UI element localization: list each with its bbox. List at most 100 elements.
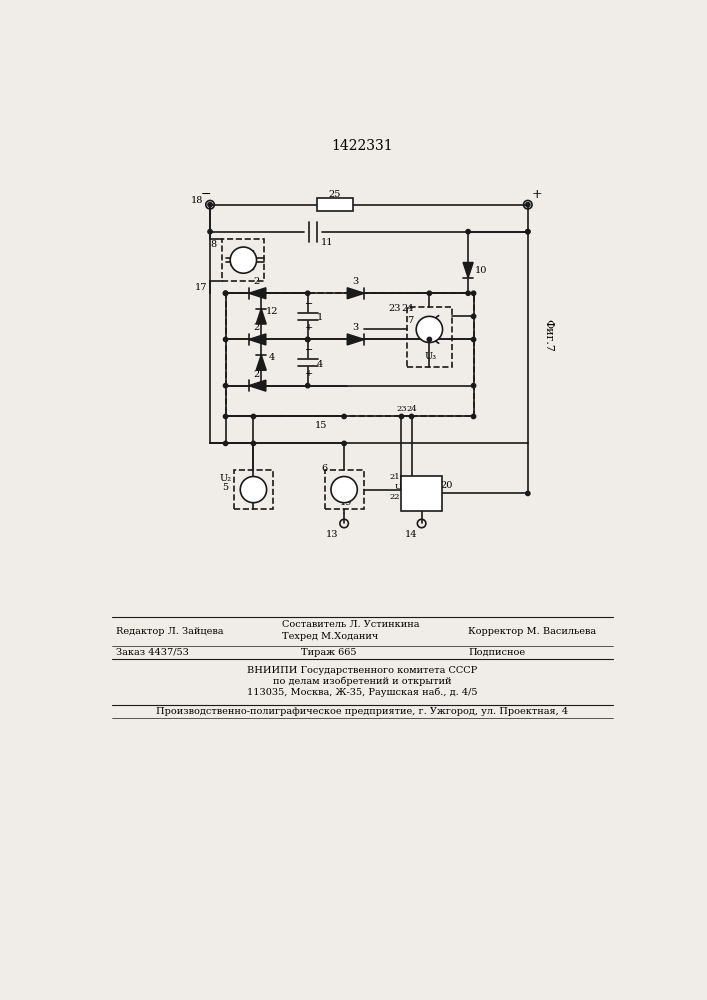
Text: 5: 5 xyxy=(223,483,228,492)
Text: Тираж 665: Тираж 665 xyxy=(301,648,356,657)
Text: 21: 21 xyxy=(389,473,400,481)
Circle shape xyxy=(223,337,228,342)
Polygon shape xyxy=(256,355,267,370)
Text: 18: 18 xyxy=(191,196,203,205)
Text: 14: 14 xyxy=(404,530,417,539)
Text: U₃: U₃ xyxy=(425,352,437,361)
Text: 1: 1 xyxy=(317,313,323,322)
Bar xyxy=(226,293,474,416)
Text: +: + xyxy=(532,188,542,201)
Circle shape xyxy=(427,337,431,342)
Text: −: − xyxy=(201,188,211,201)
Text: U₂: U₂ xyxy=(220,474,232,483)
Bar xyxy=(407,307,452,367)
Text: 24: 24 xyxy=(407,405,417,413)
Text: +: + xyxy=(305,369,313,378)
Polygon shape xyxy=(256,309,267,324)
Circle shape xyxy=(305,337,310,342)
Text: 13: 13 xyxy=(326,530,339,539)
Circle shape xyxy=(525,229,530,234)
Text: 23: 23 xyxy=(396,405,407,413)
Circle shape xyxy=(240,477,267,503)
Text: 2: 2 xyxy=(253,370,259,379)
Bar xyxy=(234,470,273,509)
Text: 113035, Москва, Ж-35, Раушская наб., д. 4/5: 113035, Москва, Ж-35, Раушская наб., д. … xyxy=(247,687,477,697)
Circle shape xyxy=(259,337,264,342)
Text: 4: 4 xyxy=(269,353,275,362)
Text: +: + xyxy=(305,323,313,332)
Text: Техред М.Ходанич: Техред М.Ходанич xyxy=(282,632,378,641)
Text: ВНИИПИ Государственного комитета СССР: ВНИИПИ Государственного комитета СССР xyxy=(247,666,477,675)
Text: 20: 20 xyxy=(440,481,452,490)
Text: 3: 3 xyxy=(352,277,358,286)
Text: Фиг.7: Фиг.7 xyxy=(543,319,553,352)
Circle shape xyxy=(342,414,346,419)
Circle shape xyxy=(525,203,530,207)
Circle shape xyxy=(223,383,228,388)
Circle shape xyxy=(208,203,212,207)
Circle shape xyxy=(331,477,357,503)
Bar xyxy=(325,470,363,509)
Circle shape xyxy=(251,441,256,446)
Text: 17: 17 xyxy=(194,283,207,292)
Circle shape xyxy=(223,441,228,446)
Text: Корректор М. Васильева: Корректор М. Васильева xyxy=(468,627,596,636)
Bar xyxy=(223,239,264,281)
Circle shape xyxy=(427,291,431,295)
Circle shape xyxy=(342,441,346,446)
Text: 1422331: 1422331 xyxy=(331,139,393,153)
Circle shape xyxy=(466,229,470,234)
Circle shape xyxy=(472,314,476,319)
Circle shape xyxy=(223,291,228,295)
Circle shape xyxy=(472,337,476,342)
Circle shape xyxy=(472,414,476,419)
Text: 19: 19 xyxy=(340,498,353,507)
Text: Подписное: Подписное xyxy=(468,648,525,657)
Bar xyxy=(402,476,442,511)
Circle shape xyxy=(409,414,414,419)
Text: Производственно-полиграфическое предприятие, г. Ужгород, ул. Проектная, 4: Производственно-полиграфическое предприя… xyxy=(156,707,568,716)
Polygon shape xyxy=(249,288,266,299)
Circle shape xyxy=(525,229,530,234)
Circle shape xyxy=(416,316,443,343)
Text: 10: 10 xyxy=(474,266,486,275)
Bar xyxy=(317,198,353,211)
Text: 24: 24 xyxy=(402,304,414,313)
Text: 3: 3 xyxy=(352,323,358,332)
Polygon shape xyxy=(249,380,266,391)
Text: 8: 8 xyxy=(211,240,217,249)
Text: 6: 6 xyxy=(322,464,328,473)
Polygon shape xyxy=(249,334,266,345)
Circle shape xyxy=(208,229,212,234)
Text: 23: 23 xyxy=(388,304,401,313)
Circle shape xyxy=(466,291,470,295)
Text: −: − xyxy=(305,346,313,355)
Circle shape xyxy=(305,291,310,295)
Polygon shape xyxy=(347,334,364,345)
Circle shape xyxy=(259,337,264,342)
Circle shape xyxy=(251,414,256,419)
Text: 9: 9 xyxy=(418,487,426,500)
Circle shape xyxy=(525,491,530,496)
Text: U₁: U₁ xyxy=(395,483,405,491)
Circle shape xyxy=(259,383,264,388)
Text: 25: 25 xyxy=(329,190,341,199)
Text: Заказ 4437/53: Заказ 4437/53 xyxy=(115,648,188,657)
Circle shape xyxy=(472,383,476,388)
Circle shape xyxy=(259,291,264,295)
Text: Reдактор Л. Зайцева: Reдактор Л. Зайцева xyxy=(115,627,223,636)
Circle shape xyxy=(305,337,310,342)
Text: 15: 15 xyxy=(315,421,327,430)
Text: 22: 22 xyxy=(390,493,399,501)
Circle shape xyxy=(399,414,404,419)
Text: −: − xyxy=(305,300,313,309)
Circle shape xyxy=(223,291,228,295)
Text: 7: 7 xyxy=(407,316,413,325)
Text: 12: 12 xyxy=(266,307,279,316)
Text: 4: 4 xyxy=(317,360,323,369)
Text: 2: 2 xyxy=(253,277,259,286)
Text: 11: 11 xyxy=(321,238,333,247)
Circle shape xyxy=(305,383,310,388)
Polygon shape xyxy=(463,262,473,278)
Text: по делам изобретений и открытий: по делам изобретений и открытий xyxy=(273,677,451,686)
